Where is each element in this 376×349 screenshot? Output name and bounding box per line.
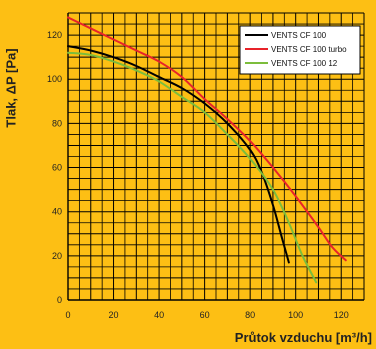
y-axis-label: Tlak, ΔP [Pa] [3,48,19,128]
chart-series [67,16,347,284]
x-tick-label: 80 [245,310,255,320]
y-tick-label: 120 [47,30,62,40]
x-tick-label: 100 [288,310,303,320]
x-tick-label: 40 [154,310,164,320]
legend-label: VENTS CF 100 [271,31,327,40]
y-tick-label: 80 [52,118,62,128]
y-tick-label: 0 [57,295,62,305]
y-tick-label: 40 [52,207,62,217]
chart-legend: VENTS CF 100 VENTS CF 100 turbo VENTS CF 1… [239,25,361,75]
series-line-3 [67,51,318,284]
chart-axes [67,13,364,301]
x-tick-label: 120 [334,310,349,320]
x-tick-label: 60 [200,310,210,320]
chart-tick-labels: 0 20 40 60 80 100 120 0 20 40 60 80 100 120 [47,30,349,320]
legend-label: VENTS CF 100 turbo [271,45,347,54]
series-line-2 [67,16,347,262]
y-tick-label: 60 [52,163,62,173]
legend-label: VENTS CF 100 12 [271,59,338,68]
series-line-1 [67,45,290,264]
x-tick-label: 0 [65,310,70,320]
y-tick-label: 100 [47,74,62,84]
x-axis-label: Průtok vzduchu [m³/h] [234,330,372,345]
y-axis-label-wrap: Tlak, ΔP [Pa] [2,8,20,168]
x-tick-label: 20 [109,310,119,320]
y-tick-label: 20 [52,251,62,261]
